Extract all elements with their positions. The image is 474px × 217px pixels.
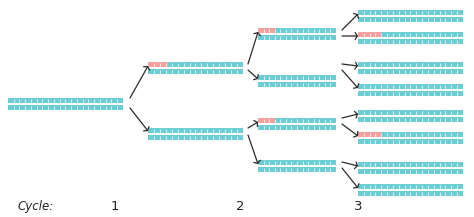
- Bar: [258, 125, 336, 130]
- Bar: [358, 39, 463, 44]
- Bar: [258, 118, 275, 123]
- Bar: [358, 169, 463, 174]
- Bar: [258, 75, 336, 80]
- Bar: [358, 139, 463, 144]
- Bar: [148, 128, 243, 133]
- Bar: [358, 132, 381, 137]
- Bar: [358, 91, 463, 96]
- Bar: [258, 28, 275, 33]
- Bar: [275, 118, 336, 123]
- Bar: [358, 10, 463, 15]
- Bar: [8, 105, 123, 110]
- Bar: [275, 28, 336, 33]
- Bar: [358, 62, 463, 67]
- Text: 1: 1: [111, 200, 119, 213]
- Bar: [358, 184, 463, 189]
- Bar: [358, 110, 463, 115]
- Bar: [258, 160, 336, 165]
- Bar: [358, 162, 463, 167]
- Bar: [258, 35, 336, 40]
- Bar: [381, 132, 463, 137]
- Text: 3: 3: [354, 200, 362, 213]
- Bar: [258, 82, 336, 87]
- Text: Cycle:: Cycle:: [18, 200, 54, 213]
- Text: 2: 2: [236, 200, 244, 213]
- Bar: [148, 62, 168, 67]
- Bar: [258, 167, 336, 172]
- Bar: [381, 32, 463, 37]
- Bar: [358, 191, 463, 196]
- Bar: [358, 32, 381, 37]
- Bar: [8, 98, 123, 103]
- Bar: [148, 69, 243, 74]
- Bar: [358, 117, 463, 122]
- Bar: [168, 62, 243, 67]
- Bar: [358, 84, 463, 89]
- Bar: [358, 69, 463, 74]
- Bar: [358, 17, 463, 22]
- Bar: [148, 135, 243, 140]
